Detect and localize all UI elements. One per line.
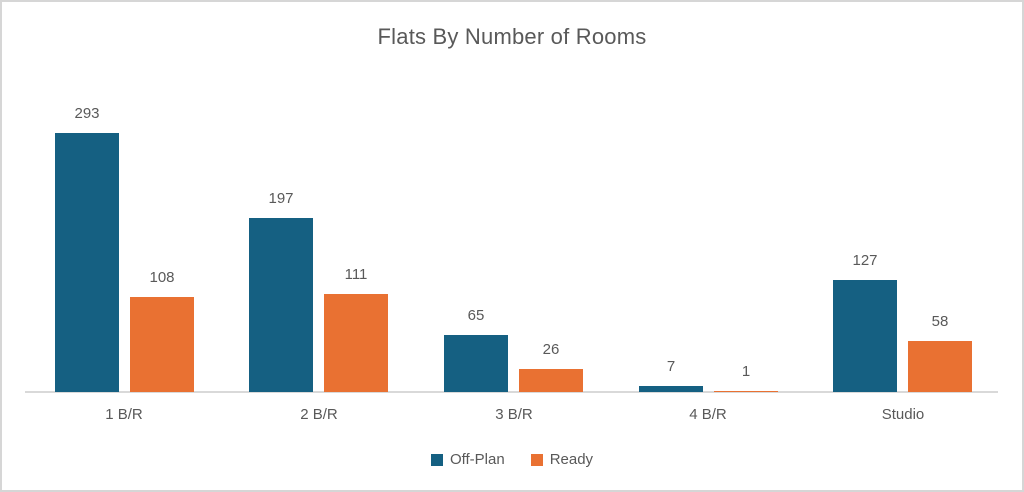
data-label: 26 <box>542 341 560 358</box>
data-label: 108 <box>149 269 175 286</box>
category-label: Studio <box>881 406 925 423</box>
bar-ready-2-b-r <box>324 294 388 392</box>
legend: Off-Plan Ready <box>2 451 1022 468</box>
legend-label-off-plan: Off-Plan <box>449 451 505 468</box>
category-label: 3 B/R <box>495 406 533 423</box>
bar-ready-1-b-r <box>130 297 194 392</box>
bar-off-plan-studio <box>833 280 897 392</box>
legend-swatch-off-plan-icon <box>430 453 443 466</box>
data-label: 111 <box>344 266 368 283</box>
chart-title: Flats By Number of Rooms <box>377 24 647 49</box>
x-axis-line <box>25 391 998 393</box>
data-label: 7 <box>666 358 676 375</box>
legend-item-off-plan: Off-Plan <box>430 451 505 468</box>
bar-off-plan-3-b-r <box>444 335 508 392</box>
category-label: 1 B/R <box>105 406 143 423</box>
data-label: 65 <box>467 307 485 324</box>
bar-off-plan-1-b-r <box>55 133 119 392</box>
legend-swatch-ready-icon <box>530 453 543 466</box>
data-label: 127 <box>852 252 878 269</box>
legend-label-ready: Ready <box>549 451 594 468</box>
data-label: 197 <box>268 190 294 207</box>
category-label: 2 B/R <box>300 406 338 423</box>
bar-off-plan-4-b-r <box>639 386 703 392</box>
legend-item-ready: Ready <box>530 451 594 468</box>
data-label: 1 <box>741 363 751 380</box>
data-label: 293 <box>74 105 100 122</box>
bar-ready-3-b-r <box>519 369 583 392</box>
bar-ready-studio <box>908 341 972 392</box>
category-label: 4 B/R <box>689 406 727 423</box>
bar-ready-4-b-r <box>714 391 778 392</box>
data-label: 58 <box>931 313 949 330</box>
bar-off-plan-2-b-r <box>249 218 313 392</box>
